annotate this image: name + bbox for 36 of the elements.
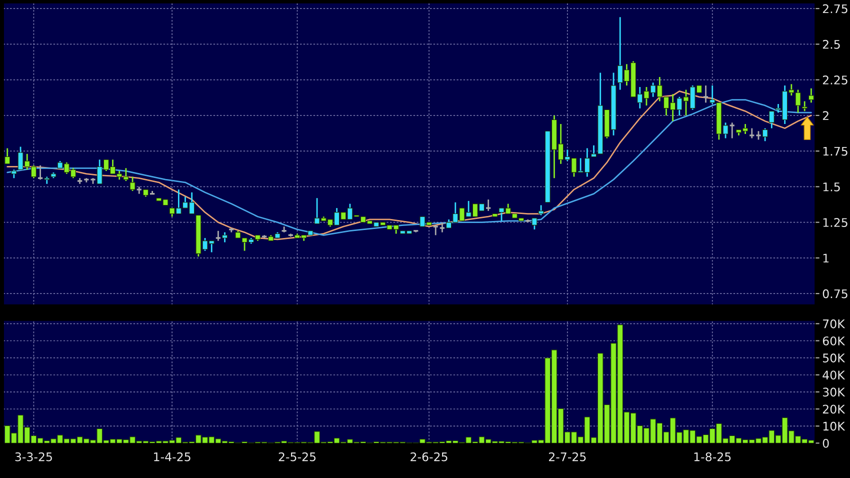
candlestick xyxy=(538,204,544,216)
x-tick-label: 2-7-25 xyxy=(548,452,586,462)
candlestick xyxy=(702,84,709,104)
candlestick xyxy=(762,128,768,142)
y-tick-label: 0 xyxy=(822,438,829,448)
y-tick-label: 2.25 xyxy=(822,76,848,84)
y-tick-label: 2.5 xyxy=(822,40,840,49)
candlestick xyxy=(485,198,492,212)
candlestick xyxy=(439,222,446,233)
x-tick-label: 3-3-25 xyxy=(15,452,52,462)
y-tick-label: 10K xyxy=(823,422,846,431)
x-tick-label: 1-8-25 xyxy=(694,452,731,462)
y-tick-label: 2 xyxy=(822,111,828,120)
candlestick xyxy=(222,232,228,243)
y-tick-label: 1 xyxy=(823,254,829,262)
y-tick-label: 0.75 xyxy=(822,289,848,298)
y-tick-label: 1.75 xyxy=(823,146,848,156)
y-tick-label: 70K xyxy=(823,319,846,328)
y-tick-label: 2.75 xyxy=(822,4,848,14)
y-tick-label: 50K xyxy=(823,354,846,362)
y-tick-label: 60K xyxy=(822,336,846,346)
candlestick xyxy=(130,176,136,192)
x-tick-label: 1-4-25 xyxy=(154,452,190,462)
y-tick-label: 30K xyxy=(822,388,846,397)
candlestick xyxy=(808,88,814,104)
candlestick xyxy=(4,148,10,165)
candlestick xyxy=(532,217,538,230)
y-tick-label: 1.5 xyxy=(823,182,840,192)
y-tick-label: 1.25 xyxy=(823,218,848,227)
candlestick xyxy=(802,100,808,112)
y-tick-label: 20K xyxy=(822,404,846,414)
candlestick xyxy=(215,230,222,242)
x-tick-label: 2-5-25 xyxy=(278,452,316,462)
x-tick-label: 2-6-25 xyxy=(410,452,448,462)
candlestick xyxy=(768,110,774,129)
y-tick-label: 40K xyxy=(822,370,846,380)
